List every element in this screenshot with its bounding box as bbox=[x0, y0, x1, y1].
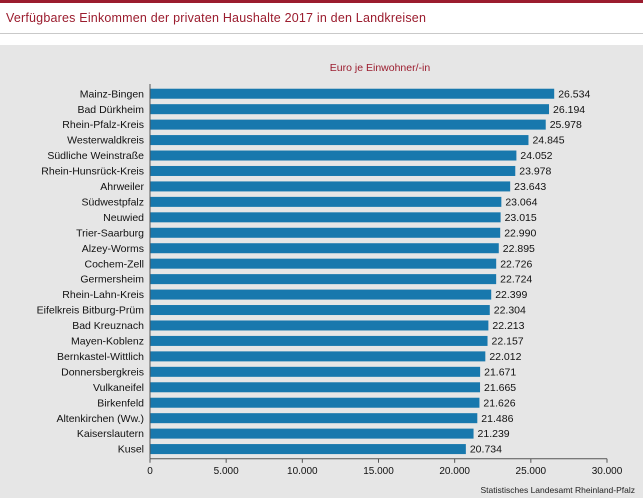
category-label: Donnersbergkreis bbox=[61, 366, 144, 378]
unit-label: Euro je Einwohner/-in bbox=[329, 62, 431, 74]
bar bbox=[150, 165, 516, 176]
x-tick-label: 25.000 bbox=[516, 466, 547, 477]
bar bbox=[150, 428, 474, 439]
category-label: Südliche Weinstraße bbox=[47, 150, 144, 162]
top-accent-rule bbox=[0, 0, 643, 3]
category-label: Rhein-Lahn-Kreis bbox=[62, 289, 144, 301]
category-label: Rhein-Hunsrück-Kreis bbox=[41, 166, 144, 178]
category-label: Eifelkreis Bitburg-Prüm bbox=[37, 305, 145, 317]
bar bbox=[150, 104, 550, 115]
category-label: Rhein-Pfalz-Kreis bbox=[62, 119, 144, 131]
bar bbox=[150, 444, 466, 455]
value-label: 24.052 bbox=[520, 150, 552, 162]
value-label: 22.157 bbox=[492, 336, 524, 348]
bar bbox=[150, 305, 490, 316]
category-label: Südwestpfalz bbox=[82, 196, 144, 208]
value-label: 22.726 bbox=[500, 258, 532, 270]
value-label: 21.239 bbox=[478, 428, 510, 440]
value-label: 21.665 bbox=[484, 382, 516, 394]
category-label: Mayen-Koblenz bbox=[71, 336, 144, 348]
bar bbox=[150, 181, 511, 192]
value-label: 22.012 bbox=[489, 351, 521, 363]
category-label: Mainz-Bingen bbox=[80, 88, 144, 100]
value-label: 25.978 bbox=[550, 119, 582, 131]
bar bbox=[150, 351, 486, 362]
category-label: Birkenfeld bbox=[97, 397, 144, 409]
value-label: 22.304 bbox=[494, 305, 526, 317]
bar bbox=[150, 243, 499, 254]
category-label: Kusel bbox=[118, 444, 144, 456]
bar bbox=[150, 119, 546, 130]
bar bbox=[150, 88, 555, 99]
category-label: Kaiserslautern bbox=[77, 428, 144, 440]
value-label: 22.213 bbox=[492, 320, 524, 332]
value-label: 24.845 bbox=[532, 135, 564, 147]
category-label: Bad Dürkheim bbox=[77, 104, 144, 116]
category-label: Ahrweiler bbox=[100, 181, 144, 193]
category-label: Altenkirchen (Ww.) bbox=[56, 413, 144, 425]
value-label: 23.015 bbox=[505, 212, 537, 224]
bar bbox=[150, 335, 488, 346]
value-label: 26.534 bbox=[558, 88, 590, 100]
bar bbox=[150, 212, 501, 223]
bar bbox=[150, 150, 517, 161]
bar bbox=[150, 289, 492, 300]
value-label: 21.626 bbox=[483, 397, 515, 409]
value-label: 20.734 bbox=[470, 444, 502, 456]
header-divider bbox=[0, 33, 643, 34]
x-tick-label: 0 bbox=[147, 466, 153, 477]
category-label: Neuwied bbox=[103, 212, 144, 224]
x-tick-label: 15.000 bbox=[363, 466, 394, 477]
value-label: 22.990 bbox=[504, 227, 536, 239]
x-tick-label: 10.000 bbox=[287, 466, 318, 477]
value-label: 21.486 bbox=[481, 413, 513, 425]
x-tick-label: 20.000 bbox=[439, 466, 470, 477]
category-label: Cochem-Zell bbox=[84, 258, 144, 270]
value-label: 22.724 bbox=[500, 274, 532, 286]
bar bbox=[150, 413, 478, 424]
value-label: 23.978 bbox=[519, 166, 551, 178]
value-label: 22.895 bbox=[503, 243, 535, 255]
value-label: 22.399 bbox=[495, 289, 527, 301]
source-note: Statistisches Landesamt Rheinland-Pfalz bbox=[480, 485, 636, 495]
bar bbox=[150, 366, 481, 377]
value-label: 26.194 bbox=[553, 104, 585, 116]
page-title: Verfügbares Einkommen der privaten Haush… bbox=[6, 11, 427, 25]
category-label: Bernkastel-Wittlich bbox=[57, 351, 144, 363]
value-label: 21.671 bbox=[484, 366, 516, 378]
bar bbox=[150, 320, 489, 331]
category-label: Alzey-Worms bbox=[82, 243, 144, 255]
category-label: Bad Kreuznach bbox=[72, 320, 144, 332]
category-label: Vulkaneifel bbox=[93, 382, 144, 394]
bar bbox=[150, 227, 501, 238]
bar bbox=[150, 258, 497, 269]
value-label: 23.064 bbox=[505, 196, 537, 208]
x-tick-label: 30.000 bbox=[592, 466, 623, 477]
bar bbox=[150, 274, 497, 285]
bar bbox=[150, 135, 529, 146]
bar bbox=[150, 382, 481, 393]
x-tick-label: 5.000 bbox=[214, 466, 239, 477]
category-label: Westerwaldkreis bbox=[67, 135, 144, 147]
value-label: 23.643 bbox=[514, 181, 546, 193]
category-label: Trier-Saarburg bbox=[76, 227, 144, 239]
bar bbox=[150, 196, 502, 207]
category-label: Germersheim bbox=[80, 274, 144, 286]
bar bbox=[150, 397, 480, 408]
